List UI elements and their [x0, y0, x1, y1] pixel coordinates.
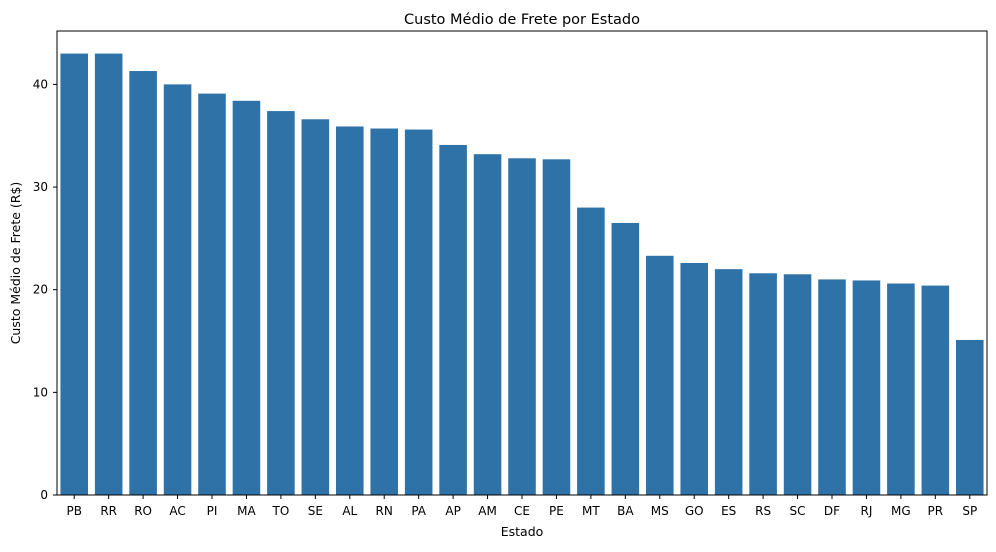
bar-rr — [94, 53, 123, 495]
bar-ac — [163, 84, 192, 495]
bar-to — [267, 111, 295, 495]
bar-se — [301, 119, 330, 495]
x-tick-label-ms: MS — [651, 504, 669, 518]
x-tick-label-al: AL — [342, 504, 357, 518]
bar-ma — [232, 100, 261, 495]
bar-sc — [783, 274, 812, 495]
x-tick-label-rr: RR — [100, 504, 117, 518]
chart-title: Custo Médio de Frete por Estado — [404, 12, 640, 28]
bar-df — [818, 279, 846, 495]
y-tick-label-40: 40 — [33, 77, 48, 91]
bar-pe — [542, 159, 571, 495]
bar-ce — [508, 158, 536, 496]
x-tick-label-to: TO — [271, 504, 289, 518]
x-tick-label-rs: RS — [755, 504, 771, 518]
bar-rn — [370, 128, 398, 495]
x-tick-label-pe: PE — [549, 504, 564, 518]
x-tick-label-se: SE — [308, 504, 323, 518]
bar-pi — [198, 93, 226, 496]
y-tick-label-30: 30 — [33, 180, 48, 194]
x-tick-label-sp: SP — [962, 504, 977, 518]
x-tick-label-pa: PA — [411, 504, 426, 518]
bars-group — [60, 53, 984, 496]
y-tick-label-0: 0 — [40, 488, 48, 502]
bar-mt — [577, 207, 605, 495]
x-tick-label-sc: SC — [790, 504, 806, 518]
y-ticks-group: 0 10 20 30 40 — [33, 77, 57, 502]
x-tick-label-ro: RO — [134, 504, 152, 518]
x-tick-label-pi: PI — [207, 504, 218, 518]
bar-ba — [611, 222, 640, 495]
x-tick-label-ce: CE — [514, 504, 530, 518]
x-tick-label-mg: MG — [891, 504, 911, 518]
x-tick-label-ac: AC — [169, 504, 185, 518]
bar-ap — [439, 144, 467, 495]
plot-frame — [56, 30, 988, 496]
x-tick-label-ap: AP — [445, 504, 460, 518]
x-tick-label-go: GO — [685, 504, 704, 518]
bar-rs — [749, 273, 777, 495]
x-tick-label-df: DF — [824, 504, 840, 518]
x-tick-label-ma: MA — [237, 504, 256, 518]
y-tick-label-20: 20 — [33, 283, 48, 297]
bar-sp — [956, 339, 984, 495]
bar-ms — [646, 255, 674, 495]
bar-al — [336, 126, 364, 495]
x-tick-label-ba: BA — [617, 504, 634, 518]
bar-go — [680, 263, 708, 495]
bar-am — [473, 154, 502, 495]
bar-ro — [129, 71, 157, 495]
bar-es — [714, 269, 743, 495]
x-tick-label-pr: PR — [928, 504, 944, 518]
x-tick-label-rj: RJ — [860, 504, 872, 518]
x-tick-label-rn: RN — [376, 504, 393, 518]
bar-pb — [60, 53, 88, 495]
bar-mg — [887, 283, 915, 495]
x-tick-label-am: AM — [478, 504, 497, 518]
x-tick-label-pb: PB — [66, 504, 81, 518]
bar-rj — [852, 280, 881, 495]
bar-pa — [404, 129, 433, 496]
x-axis-label: Estado — [501, 524, 544, 539]
y-axis-label: Custo Médio de Frete (R$) — [8, 182, 23, 345]
bar-pr — [921, 285, 950, 495]
x-tick-label-es: ES — [721, 504, 736, 518]
y-tick-label-10: 10 — [33, 385, 48, 399]
x-ticks-group: PB RR RO AC PI MA TO SE AL RN PA AP AM CE PE MT BA MS GO ES… — [66, 495, 977, 518]
x-tick-label-mt: MT — [582, 504, 600, 518]
